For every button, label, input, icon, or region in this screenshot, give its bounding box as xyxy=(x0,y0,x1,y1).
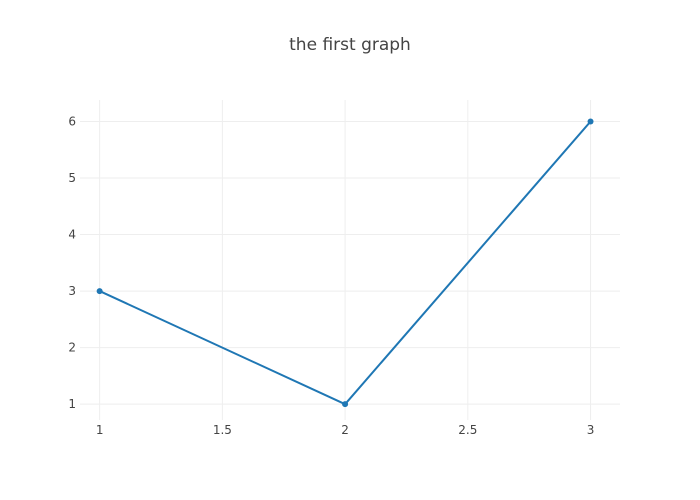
chart-title: the first graph xyxy=(289,35,411,55)
axis-tick-labels: 1 1.5 2 2.5 3 1 2 3 4 5 6 xyxy=(68,114,594,437)
x-tick-label: 1.5 xyxy=(213,423,232,437)
y-tick-label: 3 xyxy=(68,284,76,298)
y-tick-label: 6 xyxy=(68,114,76,128)
data-point xyxy=(587,118,594,125)
x-tick-label: 1 xyxy=(96,423,104,437)
series-layer xyxy=(96,118,594,408)
grid xyxy=(80,100,620,420)
x-tick-label: 3 xyxy=(587,423,595,437)
x-tick-label: 2.5 xyxy=(458,423,477,437)
y-tick-label: 4 xyxy=(68,228,76,242)
data-point xyxy=(96,288,103,295)
data-point xyxy=(342,401,349,408)
x-tick-label: 2 xyxy=(341,423,349,437)
y-tick-label: 2 xyxy=(68,341,76,355)
y-tick-label: 5 xyxy=(68,171,76,185)
y-tick-label: 1 xyxy=(68,397,76,411)
